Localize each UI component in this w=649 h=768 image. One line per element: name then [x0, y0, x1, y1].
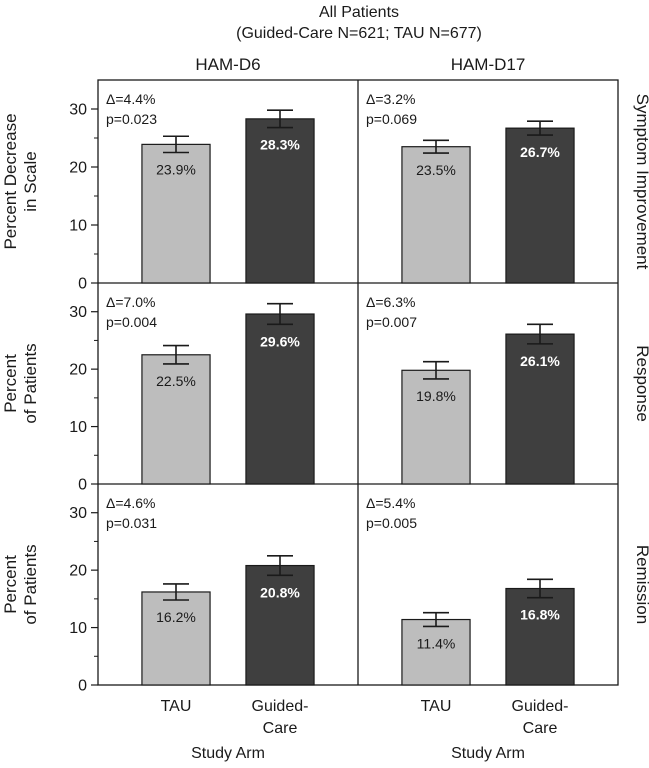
x-tick-label: TAU	[421, 698, 452, 715]
row-label: Response	[633, 345, 649, 422]
bar-value-label: 16.2%	[156, 609, 196, 625]
bar-guided-care	[505, 127, 575, 284]
y-tick-label: 20	[69, 563, 87, 580]
y-tick-label: 0	[78, 678, 87, 695]
x-axis-title-2: Study Arm	[451, 745, 525, 762]
bar-value-label: 16.8%	[520, 607, 560, 623]
panel-3-2: Remission Δ=5.4% p=0.005 11.4% 16.8% TAU Guide…	[366, 495, 649, 737]
bar-tau	[401, 369, 471, 485]
x-tick-label: Care	[263, 720, 298, 737]
bar-guided-care	[505, 587, 575, 686]
bar-value-label: 11.4%	[417, 635, 456, 651]
chart-subtitle: (Guided-Care N=621; TAU N=677)	[236, 25, 482, 42]
y-tick-label: 20	[69, 362, 87, 379]
bar-value-label: 23.5%	[416, 162, 456, 178]
p-value-annotation: p=0.031	[106, 515, 157, 531]
p-value-annotation: p=0.004	[106, 314, 157, 330]
y-tick-label: 0	[78, 477, 87, 494]
bar-value-label: 28.3%	[260, 137, 300, 153]
y-axis-label-line: Percent	[1, 354, 20, 413]
row-label: Remission	[633, 545, 649, 624]
y-axis-label: Percentof Patients	[1, 343, 40, 423]
p-value-annotation: p=0.069	[366, 111, 417, 127]
panel-2-2: Response Δ=6.3% p=0.007 19.8% 26.1%	[366, 294, 649, 485]
row-label: Symptom Improvement	[633, 94, 649, 270]
p-value-annotation: p=0.007	[366, 314, 417, 330]
panel-3-1: 0 10 20 30 Percentof Patients Δ=4.6% p=0.031 16…	[1, 495, 315, 737]
y-tick-label: 10	[69, 218, 87, 235]
x-tick-label: TAU	[161, 698, 192, 715]
bar-guided-care	[245, 564, 315, 686]
bar-guided-care	[245, 313, 315, 485]
y-axis-label-line: of Patients	[21, 544, 40, 624]
y-tick-label: 30	[69, 102, 87, 119]
y-axis-label: Percent Decreasein Scale	[1, 113, 40, 249]
bar-value-label: 22.5%	[156, 373, 196, 389]
panel-1-2: Symptom Improvement Δ=3.2% p=0.069 23.5% 26.…	[366, 91, 649, 284]
bar-value-label: 23.9%	[156, 162, 196, 178]
column-header-2: HAM-D17	[451, 55, 526, 74]
y-axis-label: Percentof Patients	[1, 544, 40, 624]
x-tick-label: Guided-	[512, 698, 569, 715]
panel-1-1: 0 10 20 30 Percent Decreasein Scale Δ=4.4% p=0…	[1, 91, 315, 293]
delta-annotation: Δ=6.3%	[366, 294, 415, 310]
column-header-1: HAM-D6	[195, 55, 260, 74]
delta-annotation: Δ=5.4%	[366, 495, 415, 511]
bar-tau	[141, 354, 211, 485]
chart-title: All Patients	[319, 4, 399, 21]
bar-tau	[141, 143, 211, 284]
y-axis-label-line: of Patients	[21, 343, 40, 423]
bar-value-label: 26.7%	[520, 144, 560, 160]
delta-annotation: Δ=4.6%	[106, 495, 155, 511]
bar-value-label: 29.6%	[260, 333, 300, 349]
y-tick-label: 0	[78, 276, 87, 293]
y-tick-label: 30	[69, 505, 87, 522]
y-axis-label-line: in Scale	[21, 151, 40, 211]
delta-annotation: Δ=3.2%	[366, 91, 415, 107]
bar-value-label: 20.8%	[260, 584, 300, 600]
y-axis-label-line: Percent Decrease	[1, 113, 20, 249]
p-value-annotation: p=0.023	[106, 111, 157, 127]
chart-panels: 0 10 20 30 Percent Decreasein Scale Δ=4.4% p=0…	[1, 79, 649, 737]
y-tick-label: 10	[69, 620, 87, 637]
y-axis-label-line: Percent	[1, 555, 20, 614]
y-tick-label: 10	[69, 419, 87, 436]
x-tick-label: Guided-	[252, 698, 309, 715]
delta-annotation: Δ=7.0%	[106, 294, 155, 310]
bar-tau	[141, 591, 211, 686]
x-tick-label: Care	[523, 720, 558, 737]
x-axis-title-1: Study Arm	[191, 745, 265, 762]
y-tick-label: 20	[69, 160, 87, 177]
p-value-annotation: p=0.005	[366, 515, 417, 531]
bar-guided-care	[505, 333, 575, 485]
delta-annotation: Δ=4.4%	[106, 91, 155, 107]
panel-2-1: 0 10 20 30 Percentof Patients Δ=7.0% p=0.004 22…	[1, 294, 315, 494]
bar-guided-care	[245, 118, 315, 284]
bar-tau	[401, 146, 471, 284]
y-tick-label: 30	[69, 304, 87, 321]
bar-tau	[401, 618, 471, 686]
bar-value-label: 19.8%	[416, 388, 456, 404]
bar-value-label: 26.1%	[520, 353, 560, 369]
